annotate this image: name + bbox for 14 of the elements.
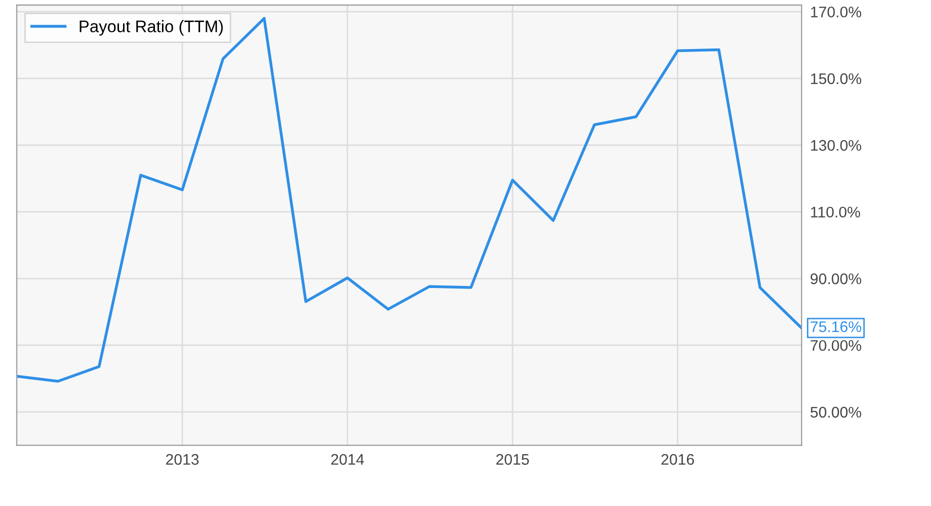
legend-label: Payout Ratio (TTM): [80, 20, 223, 36]
x-tick-label: 2016: [661, 454, 694, 465]
y-tick-label: 70.00%: [810, 340, 862, 351]
data-label: 75.16%: [810, 321, 862, 332]
x-tick-label: 2013: [166, 454, 199, 465]
y-tick-label: 90.00%: [810, 273, 862, 284]
x-tick-label: 2015: [496, 454, 529, 465]
line-series: [16, 17, 802, 383]
y-tick-label: 110.0%: [811, 206, 860, 218]
x-tick-label: 2014: [331, 454, 364, 465]
y-tick-label: 150.0%: [811, 73, 862, 84]
y-tick-label: 170.0%: [811, 6, 862, 18]
y-tick-label: 50.00%: [810, 406, 862, 418]
y-tick-label: 130.0%: [811, 140, 862, 151]
